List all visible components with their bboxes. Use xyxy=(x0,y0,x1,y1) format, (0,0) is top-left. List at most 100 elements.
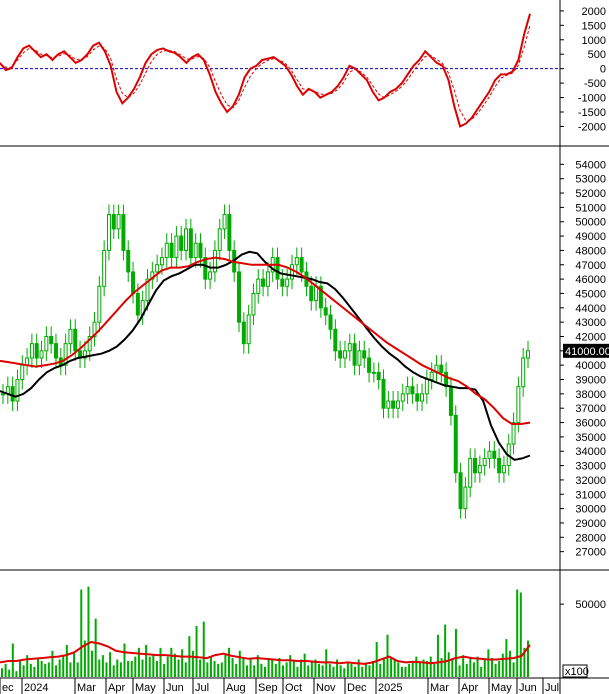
volume-bar xyxy=(33,666,36,677)
candle xyxy=(526,340,530,369)
volume-bar xyxy=(451,659,454,677)
candle xyxy=(362,340,367,369)
volume-bar xyxy=(339,665,342,677)
candle xyxy=(477,455,482,483)
candle xyxy=(497,448,502,483)
candle-body xyxy=(371,371,376,374)
candle xyxy=(289,254,294,290)
volume-bar xyxy=(58,659,61,677)
candle xyxy=(501,455,506,483)
candle-body xyxy=(184,228,189,251)
candle-body xyxy=(53,343,58,359)
candle-body xyxy=(347,343,352,352)
candle-body xyxy=(453,414,458,474)
candle xyxy=(39,340,44,369)
candle-body xyxy=(227,214,232,251)
candle xyxy=(256,269,261,304)
volume-bar xyxy=(155,660,158,677)
candle xyxy=(463,477,468,519)
volume-bar xyxy=(465,663,468,677)
x-tick-label: Jun xyxy=(519,682,537,694)
candle-body xyxy=(126,249,131,273)
volume-bar xyxy=(235,663,238,677)
volume-bar xyxy=(152,655,155,677)
ma-short-line xyxy=(0,250,531,461)
candle xyxy=(131,261,136,304)
price-tick-label: 44000 xyxy=(575,303,606,315)
candle xyxy=(44,326,49,361)
x-tick-label: Apr xyxy=(108,682,125,694)
volume-bar xyxy=(253,665,256,677)
candle-body xyxy=(429,371,434,381)
candle xyxy=(217,218,222,261)
candle xyxy=(140,290,145,326)
volume-bar xyxy=(440,658,443,677)
volume-bar xyxy=(411,660,414,677)
candle xyxy=(246,304,251,354)
volume-bar xyxy=(112,665,115,677)
price-tick-label: 48000 xyxy=(575,245,606,257)
candle xyxy=(434,355,439,383)
volume-bar xyxy=(336,659,339,677)
volume-bar xyxy=(109,652,112,677)
candle xyxy=(376,362,381,390)
x-tick-label: 2024 xyxy=(24,682,48,694)
candle-body xyxy=(241,321,246,345)
candle-body xyxy=(357,350,362,366)
volume-bar xyxy=(91,650,94,677)
volume-bar xyxy=(213,660,216,677)
candle-body xyxy=(400,393,405,402)
candle xyxy=(347,333,352,361)
candle xyxy=(492,441,497,469)
candle-body xyxy=(155,264,160,273)
candle xyxy=(405,376,410,404)
volume-bar xyxy=(462,655,465,677)
volume-bar xyxy=(76,662,79,677)
price-tick-label: 52000 xyxy=(575,188,606,200)
candle-body xyxy=(516,386,521,424)
candle xyxy=(521,347,526,397)
candle-body xyxy=(338,350,343,359)
volume-bar xyxy=(202,621,205,677)
candle xyxy=(241,312,246,354)
volume-bar xyxy=(116,659,119,677)
candle xyxy=(188,218,193,268)
volume-bar xyxy=(87,586,90,677)
candle xyxy=(420,383,425,412)
candle xyxy=(10,376,15,412)
candle-body xyxy=(376,371,381,381)
price-tick-label: 29000 xyxy=(575,518,606,530)
x-tick-label: Apr xyxy=(461,682,478,694)
price-tick-label: 53000 xyxy=(575,174,606,186)
volume-bar xyxy=(343,668,346,677)
ma-long-line xyxy=(0,256,531,425)
candle xyxy=(102,240,107,297)
price-tick-label: 27000 xyxy=(575,547,606,559)
candle-body xyxy=(97,285,102,323)
candle xyxy=(429,362,434,390)
candle-body xyxy=(256,278,261,294)
candle xyxy=(458,462,463,519)
candle-body xyxy=(222,214,227,230)
candle xyxy=(29,333,34,369)
osc-tick-label: 0 xyxy=(600,64,606,76)
volume-bar xyxy=(256,655,259,677)
candle xyxy=(352,333,357,376)
candle xyxy=(116,204,121,239)
x-tick-label: Nov xyxy=(316,682,336,694)
candle xyxy=(487,441,492,469)
candle-body xyxy=(526,350,530,359)
volume-bar xyxy=(199,659,202,677)
volume-bar xyxy=(134,656,137,677)
volume-bar xyxy=(386,634,389,677)
volume-bar xyxy=(494,663,497,677)
price-tick-label: 51000 xyxy=(575,202,606,214)
osc-tick-label: -1000 xyxy=(578,93,606,105)
volume-bar xyxy=(173,653,176,677)
candle-body xyxy=(395,400,400,409)
volume-bar xyxy=(181,649,184,677)
volume-bar xyxy=(271,659,274,677)
candle-body xyxy=(135,292,140,316)
price-tick-label: 54000 xyxy=(575,159,606,171)
price-tick-label: 30000 xyxy=(575,504,606,516)
